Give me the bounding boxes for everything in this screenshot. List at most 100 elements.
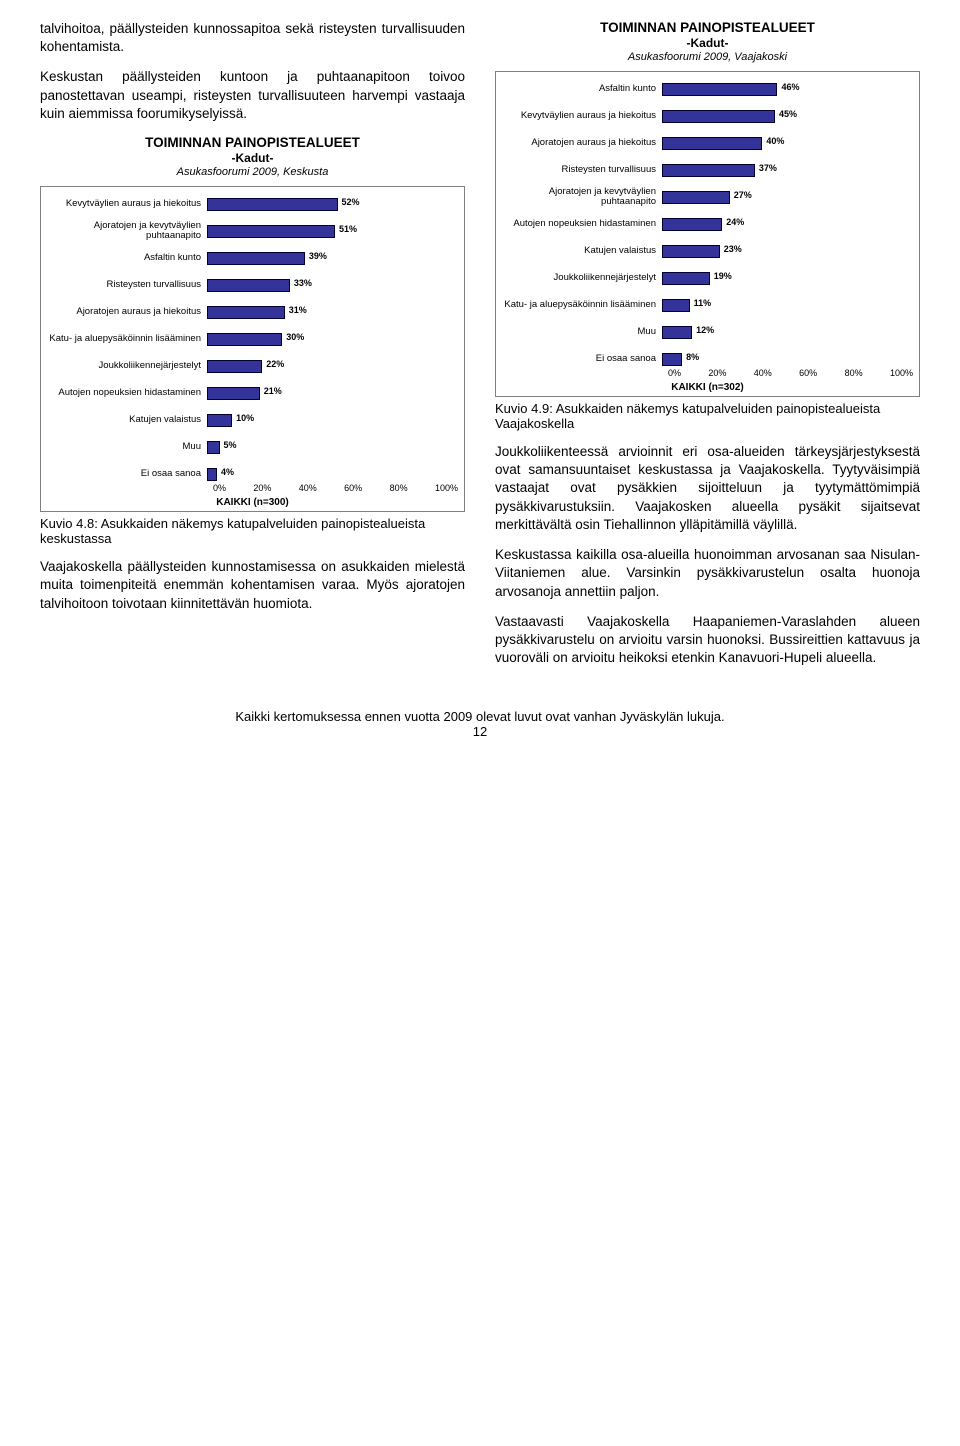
bar-row: Risteysten turvallisuus 37%	[502, 161, 913, 179]
bar-row: Joukkoliikennejärjestelyt 19%	[502, 269, 913, 287]
bar-fill	[662, 164, 755, 177]
bar-track: 22%	[207, 360, 458, 373]
bar-label: Ajoratojen auraus ja hiekoitus	[502, 138, 662, 148]
bar-track: 24%	[662, 218, 913, 231]
xaxis-tick: 60%	[344, 483, 362, 493]
bar-fill	[662, 137, 762, 150]
bar-track: 23%	[662, 245, 913, 258]
bar-row: Ajoratojen ja kevytväylien puhtaanapito2…	[502, 188, 913, 206]
bar-row: Risteysten turvallisuus33%	[47, 276, 458, 294]
left-column: talvihoitoa, päällysteiden kunnossapitoa…	[40, 20, 465, 679]
bar-track: 19%	[662, 272, 913, 285]
bar-track: 5%	[207, 441, 458, 454]
bar-label: Kevytväylien auraus ja hiekoitus	[47, 199, 207, 209]
bar-value: 37%	[759, 163, 777, 173]
bar-value: 52%	[342, 197, 360, 207]
bar-fill	[662, 83, 777, 96]
bar-label: Katujen valaistus	[47, 415, 207, 425]
bar-fill	[662, 299, 690, 312]
bar-row: Asfaltin kunto39%	[47, 249, 458, 267]
bar-track: 39%	[207, 252, 458, 265]
bar-row: Kevytväylien auraus ja hiekoitus45%	[502, 107, 913, 125]
bar-row: Muu12%	[502, 323, 913, 341]
bar-value: 30%	[286, 332, 304, 342]
bar-label: Autojen nopeuksien hidastaminen	[47, 388, 207, 398]
bar-row: Muu 5%	[47, 438, 458, 456]
bar-label: Ei osaa sanoa	[502, 354, 662, 364]
bar-label: Ajoratojen auraus ja hiekoitus	[47, 307, 207, 317]
xaxis-tick: 100%	[890, 368, 913, 378]
bar-value: 19%	[714, 271, 732, 281]
bar-value: 45%	[779, 109, 797, 119]
bar-label: Asfaltin kunto	[502, 84, 662, 94]
bar-row: Ajoratojen auraus ja hiekoitus31%	[47, 303, 458, 321]
bar-fill	[207, 387, 260, 400]
bar-track: 33%	[207, 279, 458, 292]
bar-value: 12%	[696, 325, 714, 335]
bar-value: 46%	[781, 82, 799, 92]
right-chart-caption: Kuvio 4.9: Asukkaiden näkemys katupalvel…	[495, 401, 920, 431]
right-column: TOIMINNAN PAINOPISTEALUEET -Kadut- Asuka…	[495, 20, 920, 679]
right-chart-xaxis: 0%20%40%60%80%100%	[668, 368, 913, 378]
right-chart-subtitle2: Asukasfoorumi 2009, Vaajakoski	[495, 51, 920, 63]
bar-label: Ei osaa sanoa	[47, 469, 207, 479]
bar-row: Katu- ja aluepysäköinnin lisääminen 30%	[47, 330, 458, 348]
bar-label: Katu- ja aluepysäköinnin lisääminen	[502, 300, 662, 310]
bar-row: Autojen nopeuksien hidastaminen 24%	[502, 215, 913, 233]
page-number: 12	[40, 724, 920, 739]
bar-fill	[662, 191, 730, 204]
right-chart-subtitle: -Kadut-	[495, 36, 920, 50]
bar-label: Joukkoliikennejärjestelyt	[47, 361, 207, 371]
right-chart-rows: Asfaltin kunto 46% Kevytväylien auraus ja …	[502, 80, 913, 368]
bar-row: Katu- ja aluepysäköinnin lisääminen11%	[502, 296, 913, 314]
bar-fill	[207, 252, 305, 265]
bar-track: 45%	[662, 110, 913, 123]
bar-label: Katu- ja aluepysäköinnin lisääminen	[47, 334, 207, 344]
bar-track: 11%	[662, 299, 913, 312]
bar-label: Katujen valaistus	[502, 246, 662, 256]
bar-row: Ei osaa sanoa 4%	[47, 465, 458, 483]
bar-row: Katujen valaistus23%	[502, 242, 913, 260]
xaxis-tick: 20%	[708, 368, 726, 378]
bar-fill	[207, 198, 338, 211]
bar-track: 46%	[662, 83, 913, 96]
bar-value: 51%	[339, 224, 357, 234]
bar-track: 52%	[207, 198, 458, 211]
footer-note: Kaikki kertomuksessa ennen vuotta 2009 o…	[40, 709, 920, 724]
bar-value: 27%	[734, 190, 752, 200]
bar-track: 30%	[207, 333, 458, 346]
bar-value: 22%	[266, 359, 284, 369]
right-para-3: Vastaavasti Vaajakoskella Haapaniemen-Va…	[495, 613, 920, 668]
xaxis-tick: 80%	[845, 368, 863, 378]
bar-label: Muu	[47, 442, 207, 452]
bar-fill	[207, 360, 262, 373]
bar-value: 33%	[294, 278, 312, 288]
page-footer: Kaikki kertomuksessa ennen vuotta 2009 o…	[40, 709, 920, 739]
bar-value: 8%	[686, 352, 699, 362]
bar-row: Ei osaa sanoa 8%	[502, 350, 913, 368]
bar-row: Ajoratojen auraus ja hiekoitus40%	[502, 134, 913, 152]
bar-track: 31%	[207, 306, 458, 319]
right-para-2: Keskustassa kaikilla osa-alueilla huonoi…	[495, 546, 920, 601]
left-chart-subtitle2: Asukasfoorumi 2009, Keskusta	[40, 166, 465, 178]
xaxis-tick: 60%	[799, 368, 817, 378]
left-chart-title: TOIMINNAN PAINOPISTEALUEET	[40, 135, 465, 150]
bar-value: 5%	[224, 440, 237, 450]
bar-fill	[662, 353, 682, 366]
bar-row: Asfaltin kunto 46%	[502, 80, 913, 98]
left-chart-xaxis: 0%20%40%60%80%100%	[213, 483, 458, 493]
bar-fill	[662, 272, 710, 285]
left-chart-caption: Kuvio 4.8: Asukkaiden näkemys katupalvel…	[40, 516, 465, 546]
bar-fill	[207, 441, 220, 454]
bar-label: Risteysten turvallisuus	[502, 165, 662, 175]
xaxis-tick: 80%	[390, 483, 408, 493]
bar-label: Autojen nopeuksien hidastaminen	[502, 219, 662, 229]
left-chart-footer: KAIKKI (n=300)	[41, 497, 464, 508]
bar-value: 24%	[726, 217, 744, 227]
bar-track: 27%	[662, 191, 913, 204]
bar-value: 4%	[221, 467, 234, 477]
bar-fill	[207, 306, 285, 319]
bar-track: 10%	[207, 414, 458, 427]
bar-label: Joukkoliikennejärjestelyt	[502, 273, 662, 283]
bar-value: 10%	[236, 413, 254, 423]
